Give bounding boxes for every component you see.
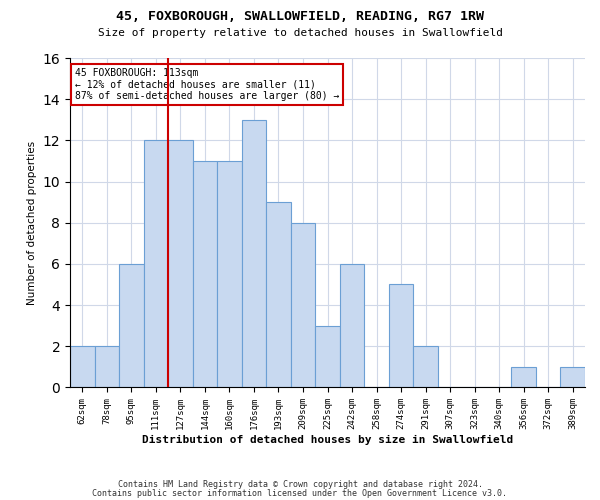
Bar	[560, 367, 585, 388]
Text: Contains public sector information licensed under the Open Government Licence v3: Contains public sector information licen…	[92, 488, 508, 498]
Bar	[70, 346, 95, 388]
Bar	[168, 140, 193, 388]
Bar	[217, 161, 242, 388]
Text: Contains HM Land Registry data © Crown copyright and database right 2024.: Contains HM Land Registry data © Crown c…	[118, 480, 482, 489]
Bar	[315, 326, 340, 388]
Bar	[340, 264, 364, 388]
Bar	[291, 222, 315, 388]
Bar	[389, 284, 413, 388]
Bar	[413, 346, 438, 388]
Bar	[95, 346, 119, 388]
Text: 45 FOXBOROUGH: 113sqm
← 12% of detached houses are smaller (11)
87% of semi-deta: 45 FOXBOROUGH: 113sqm ← 12% of detached …	[75, 68, 340, 101]
Y-axis label: Number of detached properties: Number of detached properties	[27, 140, 37, 305]
Bar	[119, 264, 143, 388]
Text: 45, FOXBOROUGH, SWALLOWFIELD, READING, RG7 1RW: 45, FOXBOROUGH, SWALLOWFIELD, READING, R…	[116, 10, 484, 23]
Bar	[266, 202, 291, 388]
X-axis label: Distribution of detached houses by size in Swallowfield: Distribution of detached houses by size …	[142, 435, 513, 445]
Bar	[143, 140, 168, 388]
Bar	[242, 120, 266, 388]
Bar	[511, 367, 536, 388]
Bar	[193, 161, 217, 388]
Text: Size of property relative to detached houses in Swallowfield: Size of property relative to detached ho…	[97, 28, 503, 38]
